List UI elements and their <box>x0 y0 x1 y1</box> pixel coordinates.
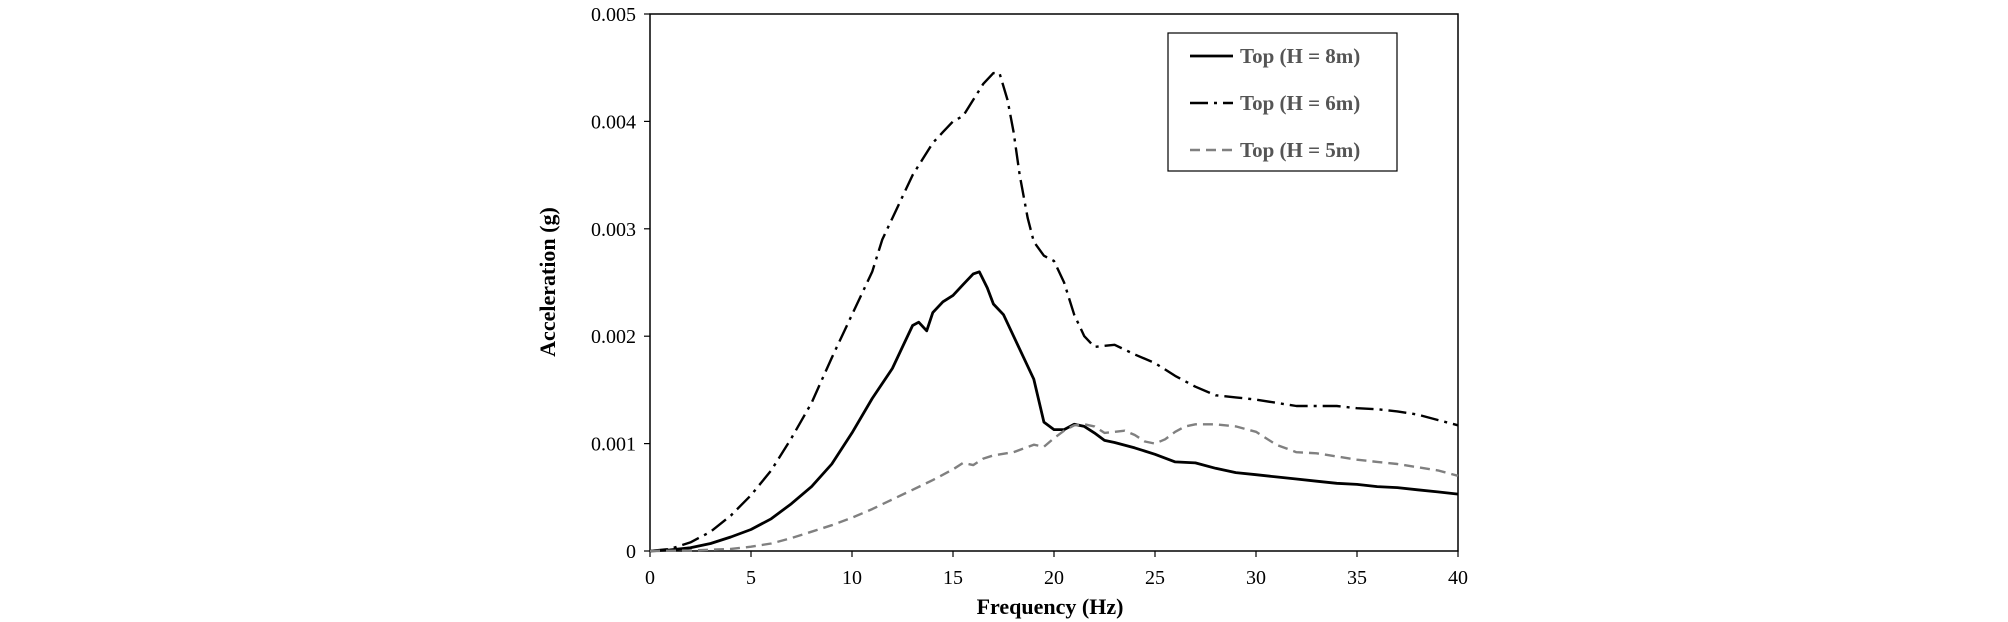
x-tick-label: 40 <box>1448 567 1468 589</box>
series-line-2 <box>649 71 1459 553</box>
series-line-3 <box>649 423 1459 553</box>
y-axis: 0 0.001 0.002 0.003 0.004 0.005 <box>591 4 650 563</box>
y-tick-label: 0.001 <box>591 434 636 456</box>
y-tick-label: 0 <box>626 541 636 563</box>
y-tick-label: 0.004 <box>591 111 636 133</box>
legend-label: Top (H = 6m) <box>1240 91 1360 115</box>
x-tick-label: 25 <box>1145 567 1165 589</box>
x-tick-label: 35 <box>1347 567 1367 589</box>
x-tick-label: 30 <box>1246 567 1266 589</box>
y-tick-label: 0.005 <box>591 4 636 26</box>
legend-label: Top (H = 5m) <box>1240 138 1360 162</box>
x-tick-label: 15 <box>943 567 963 589</box>
x-axis-title: Frequency (Hz) <box>977 594 1124 619</box>
x-tick-label: 5 <box>746 567 756 589</box>
x-tick-label: 10 <box>842 567 862 589</box>
series-lines <box>649 71 1459 553</box>
legend-label: Top (H = 8m) <box>1240 44 1360 68</box>
series-line-1 <box>649 270 1459 553</box>
y-tick-label: 0.002 <box>591 326 636 348</box>
y-axis-title: Acceleration (g) <box>535 207 560 357</box>
x-tick-label: 20 <box>1044 567 1064 589</box>
x-tick-label: 0 <box>645 567 655 589</box>
y-tick-label: 0.003 <box>591 219 636 241</box>
legend: Top (H = 8m) Top (H = 6m) Top (H = 5m) <box>1167 32 1398 172</box>
x-axis: 0 5 10 15 20 25 30 35 40 <box>645 551 1468 589</box>
